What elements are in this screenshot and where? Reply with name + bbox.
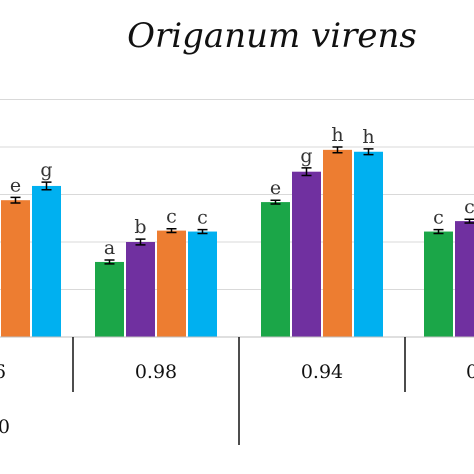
bar-2-1 [292,171,321,337]
significance-letter-3-1: c [464,196,474,218]
error-bar-3-1 [464,218,474,224]
significance-letter-1-0: a [104,237,115,259]
bar-3-1 [455,221,474,337]
significance-letter-2-3: h [362,126,374,148]
bar-1-0 [95,261,124,337]
x-tick-label-2: 0.94 [301,361,343,383]
significance-letter-1-3: c [197,207,208,229]
bar-1-2 [157,230,186,337]
error-bar-0-2 [10,196,21,204]
x-axis: 6 0.98 0.94 0 0 [0,336,474,445]
error-bar-2-2 [332,146,343,154]
significance-letter-2-1: g [300,145,312,167]
bar-2-3 [354,151,383,337]
x-tick-label-1: 0.98 [135,361,177,383]
x-tick-label-3: 0 [466,361,474,383]
gridlines [0,99,474,290]
bar-0-2 [1,200,30,337]
significance-letter-0-2: e [10,174,21,196]
significance-letter-1-1: b [134,216,146,238]
bar-1-1 [126,242,155,337]
chart-title: Origanum virens [127,16,417,56]
significance-letter-2-0: e [270,177,281,199]
significance-letter-1-2: c [166,206,177,228]
error-bar-1-2 [166,227,177,234]
error-bar-1-3 [197,228,208,235]
error-bar-1-1 [135,238,146,246]
bar-0-3 [32,185,61,337]
error-bar-0-3 [41,181,52,191]
error-bar-1-0 [104,259,115,265]
significance-letter-0-3: g [40,159,52,181]
significance-letter-3-0: c [433,207,444,229]
significance-letter-2-2: h [331,124,343,146]
bar-2-0 [261,202,290,337]
error-bar-3-0 [433,228,444,235]
bar-1-3 [188,231,217,337]
error-bar-2-1 [301,167,312,177]
x-tick-label-0: 6 [0,361,6,383]
error-bar-2-0 [270,199,281,205]
bar-3-0 [424,231,453,337]
error-bar-2-3 [363,148,374,156]
x-group-label-0: 0 [0,416,10,438]
bar-2-2 [323,149,352,337]
